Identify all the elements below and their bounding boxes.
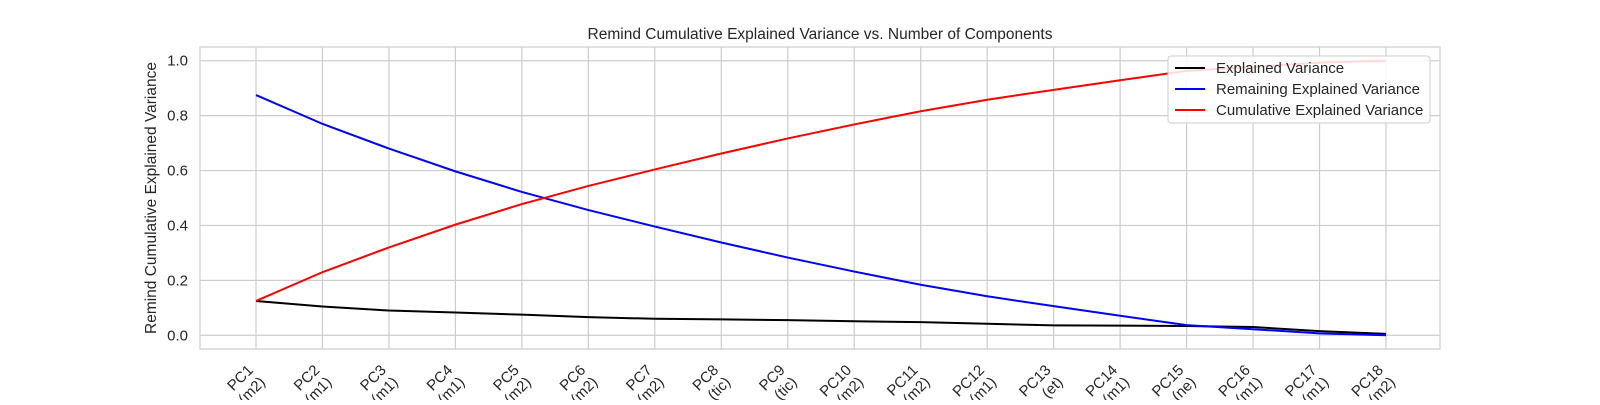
- grid: [200, 47, 1440, 349]
- series-line: [255, 94, 1387, 337]
- plot-frame: [199, 46, 1441, 350]
- y-tick-label: 0.4: [167, 217, 188, 234]
- legend-box: [1167, 55, 1431, 124]
- y-tick-label: 0.8: [167, 108, 188, 125]
- y-tick-label: 0.0: [167, 327, 188, 344]
- legend: Explained Variance Remaining Explained Va…: [1167, 55, 1431, 124]
- y-tick-label: 1.0: [167, 53, 188, 70]
- y-tick-label: 0.6: [167, 163, 188, 180]
- y-tick-labels: 0.0 0.2 0.4 0.6 0.8 1.0: [167, 53, 188, 345]
- chart-title: Remind Cumulative Explained Variance vs.…: [588, 26, 1053, 43]
- legend-label: Remaining Explained Variance: [1216, 81, 1420, 98]
- legend-items: Explained Variance Remaining Explained Va…: [1175, 60, 1423, 119]
- legend-label: Explained Variance: [1216, 60, 1344, 77]
- legend-label: Cumulative Explained Variance: [1216, 102, 1423, 119]
- y-tick-label: 0.2: [167, 272, 188, 289]
- y-axis-label: Remind Cumulative Explained Variance: [143, 62, 160, 334]
